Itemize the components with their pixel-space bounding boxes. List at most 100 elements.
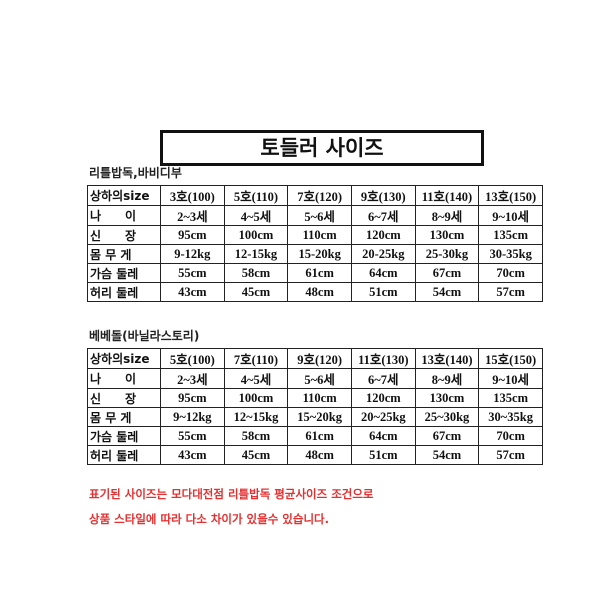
row-label: 몸 무 게 bbox=[87, 407, 161, 427]
table-cell: 25~30kg bbox=[414, 407, 480, 427]
table-row: 신 장 95cm 100cm 110cm 120cm 130cm 135cm bbox=[87, 225, 543, 245]
size-table-2: 상하의size 5호(100) 7호(110) 9호(120) 11호(130) 13호(… bbox=[87, 348, 543, 465]
table-cell: 9~12kg bbox=[160, 407, 225, 427]
table-cell: 12~15kg bbox=[223, 407, 289, 427]
table-cell: 2~3세 bbox=[160, 368, 225, 389]
table-cell: 9~10세 bbox=[478, 368, 543, 389]
row-label: 허리 둘레 bbox=[87, 445, 161, 465]
table-cell: 20-25kg bbox=[350, 244, 416, 264]
page-title: 토들러 사이즈 bbox=[160, 130, 484, 166]
table-cell: 95cm bbox=[160, 388, 225, 408]
table-cell: 43cm bbox=[160, 445, 225, 465]
table-cell: 55cm bbox=[160, 263, 225, 283]
table-cell: 48cm bbox=[287, 445, 352, 465]
table-cell: 120cm bbox=[350, 225, 416, 245]
table-cell: 5~6세 bbox=[287, 205, 352, 226]
table-cell: 120cm bbox=[350, 388, 416, 408]
size-column-header: 3호(100) bbox=[160, 185, 225, 206]
table-row: 신 장 95cm 100cm 110cm 120cm 130cm 135cm bbox=[87, 388, 543, 408]
table-cell: 45cm bbox=[223, 282, 289, 302]
table-cell: 95cm bbox=[160, 225, 225, 245]
table-cell: 2~3세 bbox=[160, 205, 225, 226]
size-header: 상하의size bbox=[87, 185, 161, 206]
table-cell: 130cm bbox=[414, 225, 480, 245]
table-row: 허리 둘레 43cm 45cm 48cm 51cm 54cm 57cm bbox=[87, 282, 543, 302]
table-cell: 4~5세 bbox=[223, 368, 289, 389]
row-label: 가슴 둘레 bbox=[87, 263, 161, 283]
table-cell: 67cm bbox=[414, 263, 480, 283]
table-cell: 43cm bbox=[160, 282, 225, 302]
size-column-header: 9호(120) bbox=[287, 348, 352, 369]
table-cell: 51cm bbox=[350, 445, 416, 465]
size-column-header: 9호(130) bbox=[350, 185, 416, 206]
table-cell: 4~5세 bbox=[223, 205, 289, 226]
table-cell: 6~7세 bbox=[350, 368, 416, 389]
table-cell: 8~9세 bbox=[414, 368, 480, 389]
table-row: 가슴 둘레 55cm 58cm 61cm 64cm 67cm 70cm bbox=[87, 263, 543, 283]
table-cell: 70cm bbox=[478, 263, 543, 283]
table-cell: 110cm bbox=[287, 225, 352, 245]
table-1-label: 리틀밥독,바비디부 bbox=[89, 166, 182, 180]
table-cell: 67cm bbox=[414, 426, 480, 446]
table-row: 가슴 둘레 55cm 58cm 61cm 64cm 67cm 70cm bbox=[87, 426, 543, 446]
size-column-header: 11호(130) bbox=[350, 348, 416, 369]
table-cell: 64cm bbox=[350, 263, 416, 283]
table-cell: 30~35kg bbox=[478, 407, 543, 427]
row-label: 몸 무 게 bbox=[87, 244, 161, 264]
table-row: 허리 둘레 43cm 45cm 48cm 51cm 54cm 57cm bbox=[87, 445, 543, 465]
table-cell: 15-20kg bbox=[287, 244, 352, 264]
table-cell: 61cm bbox=[287, 426, 352, 446]
table-cell: 100cm bbox=[223, 225, 289, 245]
table-row: 나 이 2~3세 4~5세 5~6세 6~7세 8~9세 9~10세 bbox=[87, 205, 543, 226]
table-cell: 30-35kg bbox=[478, 244, 543, 264]
table-cell: 6~7세 bbox=[350, 205, 416, 226]
size-column-header: 15호(150) bbox=[478, 348, 543, 369]
table-cell: 8~9세 bbox=[414, 205, 480, 226]
table-cell: 58cm bbox=[223, 426, 289, 446]
note-line-1: 표기된 사이즈는 모다대전점 리틀밥독 평균사이즈 조건으로 bbox=[89, 487, 374, 501]
table-row: 나 이 2~3세 4~5세 5~6세 6~7세 8~9세 9~10세 bbox=[87, 368, 543, 389]
table-2-label: 베베돌(바닐라스토리) bbox=[89, 329, 200, 343]
row-label: 나 이 bbox=[87, 368, 161, 389]
table-cell: 51cm bbox=[350, 282, 416, 302]
size-table-1: 상하의size 3호(100) 5호(110) 7호(120) 9호(130) 11호(1… bbox=[87, 185, 543, 302]
table-row: 몸 무 게 9-12kg 12-15kg 15-20kg 20-25kg 25-30kg 3… bbox=[87, 244, 543, 264]
table-cell: 135cm bbox=[478, 225, 543, 245]
table-cell: 9~10세 bbox=[478, 205, 543, 226]
size-header: 상하의size bbox=[87, 348, 161, 369]
table-cell: 48cm bbox=[287, 282, 352, 302]
table-cell: 130cm bbox=[414, 388, 480, 408]
table-cell: 25-30kg bbox=[414, 244, 480, 264]
table-cell: 100cm bbox=[223, 388, 289, 408]
table-cell: 135cm bbox=[478, 388, 543, 408]
table-cell: 45cm bbox=[223, 445, 289, 465]
table-cell: 57cm bbox=[478, 445, 543, 465]
table-cell: 5~6세 bbox=[287, 368, 352, 389]
row-label: 가슴 둘레 bbox=[87, 426, 161, 446]
row-label: 신 장 bbox=[87, 388, 161, 408]
row-label: 허리 둘레 bbox=[87, 282, 161, 302]
table-row: 몸 무 게 9~12kg 12~15kg 15~20kg 20~25kg 25~30kg 3… bbox=[87, 407, 543, 427]
size-column-header: 13호(150) bbox=[478, 185, 543, 206]
size-column-header: 11호(140) bbox=[414, 185, 480, 206]
table-cell: 15~20kg bbox=[287, 407, 352, 427]
size-column-header: 5호(110) bbox=[223, 185, 289, 206]
size-column-header: 7호(110) bbox=[223, 348, 289, 369]
table-cell: 57cm bbox=[478, 282, 543, 302]
table-cell: 64cm bbox=[350, 426, 416, 446]
header-row: 상하의size 3호(100) 5호(110) 7호(120) 9호(130) 11호(1… bbox=[87, 185, 543, 206]
table-cell: 61cm bbox=[287, 263, 352, 283]
size-column-header: 5호(100) bbox=[160, 348, 225, 369]
row-label: 신 장 bbox=[87, 225, 161, 245]
table-cell: 12-15kg bbox=[223, 244, 289, 264]
table-cell: 58cm bbox=[223, 263, 289, 283]
table-cell: 55cm bbox=[160, 426, 225, 446]
row-label: 나 이 bbox=[87, 205, 161, 226]
size-column-header: 7호(120) bbox=[287, 185, 352, 206]
table-cell: 110cm bbox=[287, 388, 352, 408]
table-cell: 54cm bbox=[414, 445, 480, 465]
size-column-header: 13호(140) bbox=[414, 348, 480, 369]
table-cell: 54cm bbox=[414, 282, 480, 302]
note-line-2: 상품 스타일에 따라 다소 차이가 있을수 있습니다. bbox=[89, 512, 329, 526]
table-cell: 70cm bbox=[478, 426, 543, 446]
